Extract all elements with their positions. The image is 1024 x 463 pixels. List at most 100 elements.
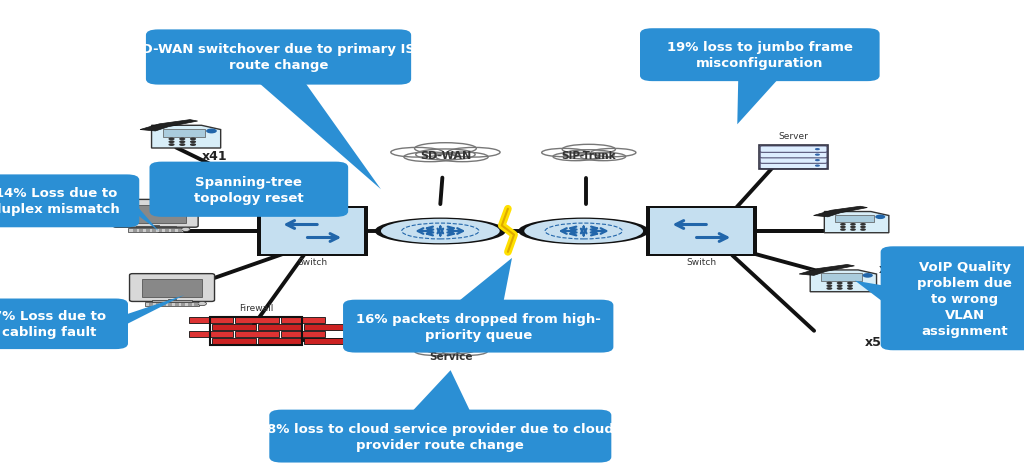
Text: x53: x53: [865, 335, 891, 348]
Ellipse shape: [391, 148, 443, 158]
Ellipse shape: [198, 302, 207, 306]
Bar: [144, 302, 200, 307]
Text: Firewall: Firewall: [239, 304, 273, 313]
Bar: [189, 331, 233, 337]
FancyBboxPatch shape: [760, 152, 827, 158]
Ellipse shape: [381, 219, 500, 244]
Bar: [181, 306, 185, 307]
Ellipse shape: [403, 153, 456, 163]
Circle shape: [815, 165, 820, 168]
Bar: [168, 299, 176, 301]
Circle shape: [168, 141, 174, 144]
Polygon shape: [454, 258, 512, 306]
Circle shape: [815, 149, 820, 151]
FancyBboxPatch shape: [343, 300, 613, 353]
Ellipse shape: [375, 218, 506, 245]
Bar: [304, 338, 348, 344]
Bar: [759, 146, 828, 169]
Polygon shape: [152, 126, 221, 149]
Bar: [836, 215, 874, 223]
Ellipse shape: [436, 153, 488, 163]
Circle shape: [847, 282, 853, 285]
Text: SD-WAN: SD-WAN: [420, 150, 471, 161]
Circle shape: [840, 226, 846, 229]
FancyBboxPatch shape: [0, 299, 128, 349]
Circle shape: [860, 229, 866, 232]
Bar: [142, 280, 202, 298]
Text: SIP-Trunk: SIP-Trunk: [561, 150, 616, 161]
Circle shape: [840, 224, 846, 226]
Ellipse shape: [447, 148, 500, 158]
Polygon shape: [140, 120, 198, 131]
FancyBboxPatch shape: [257, 206, 368, 257]
Circle shape: [168, 138, 174, 141]
Circle shape: [189, 141, 196, 144]
Ellipse shape: [553, 153, 598, 161]
Text: SD-WAN switchover due to primary ISP
route change: SD-WAN switchover due to primary ISP rou…: [132, 44, 425, 72]
Circle shape: [189, 144, 196, 147]
Circle shape: [847, 285, 853, 288]
Circle shape: [179, 138, 185, 141]
FancyBboxPatch shape: [640, 29, 880, 82]
Circle shape: [837, 288, 843, 290]
Bar: [821, 274, 862, 281]
Circle shape: [179, 141, 185, 144]
Text: x41: x41: [202, 150, 228, 163]
Text: Spanning-tree
topology reset: Spanning-tree topology reset: [194, 175, 304, 204]
Bar: [236, 331, 280, 337]
Ellipse shape: [518, 218, 649, 245]
Ellipse shape: [562, 145, 615, 155]
Polygon shape: [824, 212, 889, 233]
Ellipse shape: [424, 339, 477, 349]
FancyBboxPatch shape: [646, 206, 757, 257]
Circle shape: [862, 274, 872, 278]
FancyBboxPatch shape: [269, 410, 611, 463]
Circle shape: [850, 224, 856, 226]
Bar: [162, 306, 166, 307]
Bar: [175, 306, 179, 307]
Circle shape: [847, 288, 853, 290]
Text: VoIP Quality
problem due
to wrong
VLAN
assignment: VoIP Quality problem due to wrong VLAN a…: [918, 260, 1012, 337]
Bar: [258, 338, 302, 344]
Polygon shape: [855, 281, 893, 310]
Circle shape: [860, 224, 866, 226]
Ellipse shape: [542, 149, 587, 157]
Bar: [304, 324, 348, 330]
FancyBboxPatch shape: [150, 163, 348, 218]
Bar: [152, 225, 160, 227]
Circle shape: [815, 160, 820, 162]
Circle shape: [837, 285, 843, 288]
FancyBboxPatch shape: [113, 200, 199, 228]
Bar: [156, 306, 160, 307]
FancyBboxPatch shape: [129, 274, 215, 302]
Circle shape: [826, 282, 833, 285]
Ellipse shape: [416, 150, 475, 161]
Circle shape: [826, 285, 833, 288]
Text: 14% Loss due to
duplex mismatch: 14% Loss due to duplex mismatch: [0, 187, 120, 216]
FancyBboxPatch shape: [650, 208, 753, 255]
Ellipse shape: [581, 153, 626, 161]
Text: x52: x52: [879, 262, 904, 275]
FancyBboxPatch shape: [760, 147, 827, 153]
Ellipse shape: [415, 144, 476, 155]
Text: 8% loss to cloud service provider due to cloud
provider route change: 8% loss to cloud service provider due to…: [267, 422, 613, 450]
Circle shape: [826, 288, 833, 290]
Bar: [163, 130, 205, 138]
Circle shape: [840, 229, 846, 232]
FancyBboxPatch shape: [760, 163, 827, 169]
Text: Server: Server: [778, 132, 809, 141]
Bar: [195, 306, 199, 307]
Text: 16% packets dropped from high-
priority queue: 16% packets dropped from high- priority …: [355, 312, 601, 341]
Bar: [126, 206, 185, 224]
Polygon shape: [799, 265, 854, 276]
Circle shape: [850, 226, 856, 229]
Ellipse shape: [181, 228, 190, 232]
Bar: [150, 306, 153, 307]
Bar: [236, 317, 280, 323]
Polygon shape: [737, 76, 781, 125]
Circle shape: [837, 282, 843, 285]
Polygon shape: [813, 207, 867, 217]
Text: 19% loss to jumbo frame
misconfiguration: 19% loss to jumbo frame misconfiguration: [667, 41, 853, 70]
Bar: [168, 306, 172, 307]
Text: 7% Loss due to
cabling fault: 7% Loss due to cabling fault: [0, 310, 105, 338]
